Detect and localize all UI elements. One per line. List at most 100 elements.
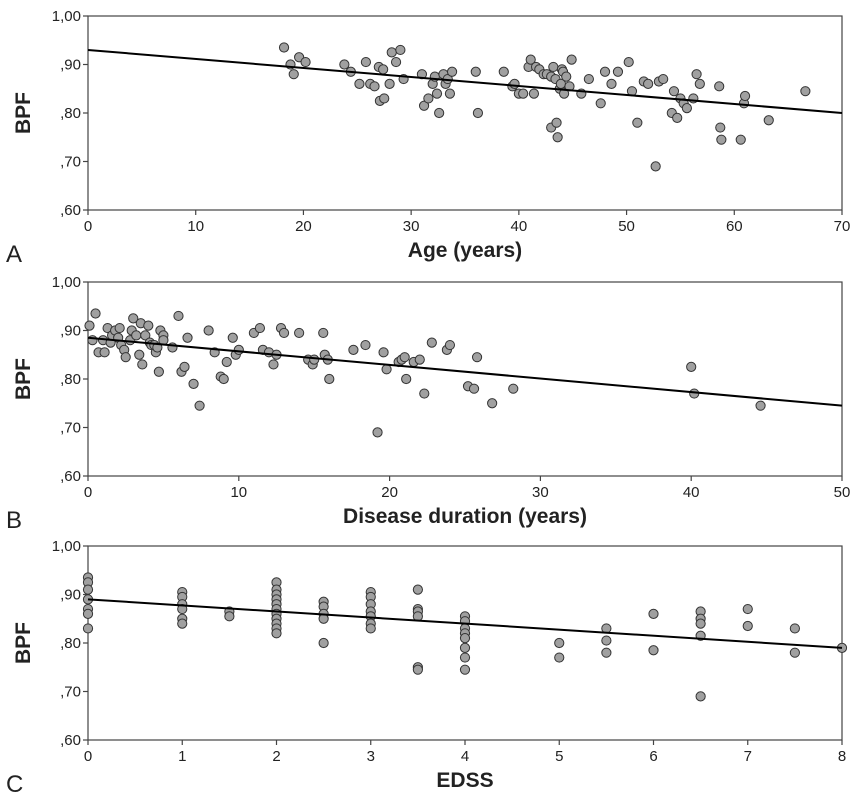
panel-c-data-point: [82, 623, 94, 634]
panel-a-data-point: [509, 78, 520, 90]
panel-a-data-point: [681, 103, 692, 114]
panel-b-data-point: [324, 373, 335, 385]
panel-c-data-point: [82, 608, 94, 620]
panel-b-y-axis-title: BPF: [12, 358, 35, 400]
panel-a-data-point: [470, 66, 481, 77]
panel-c-x-tick-label: 2: [272, 748, 280, 765]
panel-c-data-point: [412, 584, 423, 595]
panel-a-data-point: [735, 134, 746, 145]
panel-a-data-point: [691, 69, 702, 80]
panel-a-y-tick-label: ,70: [60, 154, 81, 171]
panel-b-data-point: [134, 349, 145, 360]
panel-b-data-point: [309, 354, 320, 365]
panel-a-data-point: [800, 86, 811, 97]
panel-a-data-point: [288, 69, 299, 80]
panel-b-data-point: [84, 320, 95, 331]
panel-c-data-point: [648, 645, 659, 656]
panel-b-data-point: [221, 356, 232, 368]
panel-a-x-axis-title: Age (years): [408, 239, 522, 262]
panel-a-data-point: [278, 42, 290, 53]
panel-a-data-point: [525, 54, 536, 65]
panel-b-y-tick-label: ,90: [60, 323, 81, 340]
panel-a-data-point: [434, 107, 445, 119]
panel-a-data-point: [632, 117, 643, 128]
panel-c-y-axis-title: BPF: [12, 622, 35, 664]
panel-b-data-point: [227, 332, 238, 343]
panel-b-panel-letter: B: [6, 507, 22, 534]
panel-b-data-point: [414, 354, 425, 365]
panel-a-data-point: [623, 56, 634, 68]
panel-b-data-point: [173, 310, 184, 322]
panel-b-data-point: [120, 352, 131, 363]
panel-b-x-tick-label: 50: [834, 484, 851, 501]
panel-b-x-tick-label: 20: [381, 484, 398, 501]
panel-c-x-tick-label: 3: [367, 748, 375, 765]
panel-a-data-point: [739, 90, 751, 102]
panel-c-data-point: [554, 652, 565, 663]
panel-a-plot-frame: [87, 15, 843, 211]
panel-a-panel-letter: A: [6, 241, 22, 268]
panel-c-data-point: [224, 611, 235, 622]
panel-a-data-point: [552, 132, 563, 143]
panel-c-x-tick-label: 6: [649, 748, 657, 765]
panel-a-data-point: [384, 78, 395, 90]
panel-c-data-point: [177, 618, 188, 629]
panel-b-data-point: [137, 359, 148, 370]
panel-a-x-tick-label: 40: [511, 218, 528, 235]
panel-b-x-tick-label: 30: [532, 484, 549, 501]
panel-c-data-point: [648, 608, 659, 620]
panel-a-x-tick-label: 50: [618, 218, 635, 235]
panel-c-y-tick-label: 1,00: [52, 538, 81, 555]
panel-a-data-point: [763, 115, 774, 126]
panel-a-data-point: [672, 112, 683, 123]
panel-a-data-point: [379, 93, 390, 104]
panel-b-data-point: [755, 400, 766, 411]
panel-c-y-tick-label: ,70: [60, 684, 81, 701]
panel-c-data-point: [695, 618, 706, 629]
panel-a-data-point: [658, 73, 669, 85]
panel-a-data-point: [386, 47, 397, 58]
panel-c-data-point: [601, 647, 612, 658]
panel-b-data-point: [218, 373, 229, 385]
panel-b-data-point: [203, 325, 214, 336]
panel-c-data-point: [459, 664, 471, 675]
panel-b-data-point: [508, 383, 519, 394]
panel-a-data-point: [606, 78, 617, 90]
panel-a-data-point: [423, 93, 434, 104]
panel-b-data-point: [278, 327, 290, 339]
panel-c-data-point: [554, 637, 565, 649]
panel-a-data-point: [714, 81, 725, 92]
panel-a-data-point: [300, 56, 311, 68]
panel-b-data-point: [487, 398, 498, 409]
panel-a-y-tick-label: ,90: [60, 57, 81, 74]
panel-a-data-point: [431, 88, 443, 99]
panel-b-data-point: [401, 373, 412, 385]
panel-b-data-point: [378, 347, 389, 358]
panel-a-x-tick-label: 60: [726, 218, 743, 235]
panel-b-fit-line: [87, 336, 843, 407]
panel-a-data-point: [395, 44, 406, 56]
panel-b-data-point: [294, 327, 305, 339]
panel-a-data-point: [561, 71, 572, 82]
panel-c-data-point: [318, 637, 329, 649]
panel-c-y-tick-label: ,60: [60, 732, 81, 749]
panel-a-data-point: [715, 122, 726, 133]
panel-c-data-point: [601, 635, 612, 646]
panel-a-fit-line: [87, 48, 843, 114]
panel-b-data-point: [268, 359, 279, 370]
panel-b-x-tick-label: 10: [230, 484, 247, 501]
panel-c-x-tick-label: 8: [838, 748, 846, 765]
panel-a-data-point: [612, 66, 624, 77]
panel-a-data-point: [446, 66, 458, 77]
panel-b-data-point: [399, 352, 410, 363]
panel-a-data-point: [472, 107, 484, 119]
panel-c-data-point: [412, 664, 423, 675]
panel-b-data-point: [143, 320, 154, 331]
panel-a-data-point: [360, 56, 372, 68]
panel-b-x-axis-title: Disease duration (years): [343, 505, 587, 528]
panel-c-data-point: [789, 623, 800, 634]
panel-b-data-point: [114, 322, 125, 334]
panel-b-data-point: [140, 330, 151, 341]
panel-b-data-point: [381, 364, 392, 375]
